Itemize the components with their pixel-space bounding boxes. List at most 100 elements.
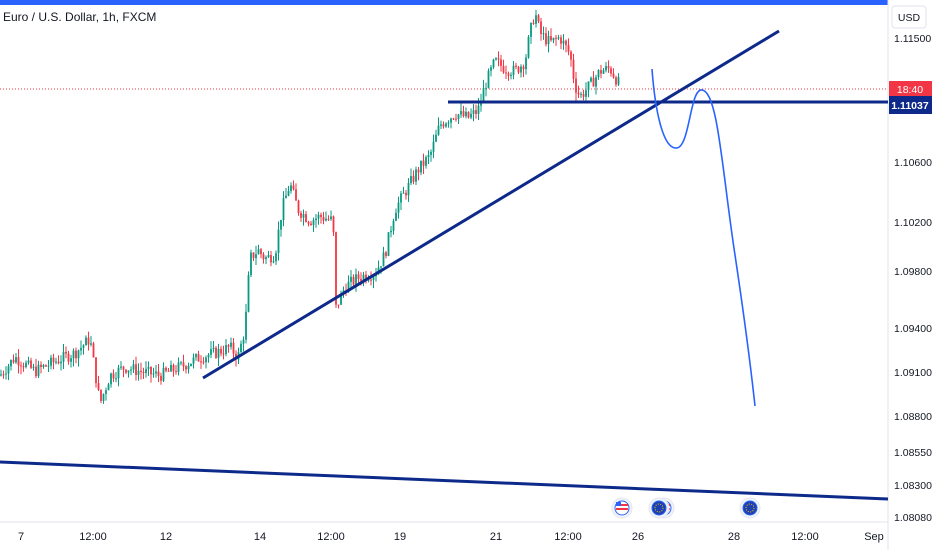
candle-body <box>50 357 52 366</box>
candle-body <box>430 151 432 155</box>
candle-body <box>155 371 157 374</box>
candle-body <box>405 192 407 196</box>
candle-body <box>547 36 550 45</box>
candle-body <box>172 365 175 372</box>
candle-body <box>250 252 252 276</box>
top-highlight-border <box>0 0 888 5</box>
candle-body <box>447 122 450 124</box>
time-tick: 12:00 <box>791 531 819 543</box>
candle-body <box>530 22 532 37</box>
candle-body <box>7 366 10 374</box>
candle-body <box>305 214 307 222</box>
candle-body <box>355 274 357 285</box>
candle-body <box>265 257 267 260</box>
symbol-title: Euro / U.S. Dollar, 1h, FXCM <box>3 10 156 24</box>
candle-body <box>280 219 282 230</box>
candle-body <box>465 111 467 117</box>
candle-body <box>182 362 185 367</box>
long-descending-trendline[interactable] <box>0 460 889 501</box>
candle-body <box>562 40 565 44</box>
candle-body <box>417 169 420 173</box>
event-marker-us[interactable] <box>611 497 633 519</box>
time-tick: 28 <box>728 531 740 543</box>
time-tick: 12:00 <box>79 531 107 543</box>
time-tick: 21 <box>490 531 502 543</box>
currency-badge[interactable]: USD <box>891 5 927 29</box>
candle-body <box>590 77 592 82</box>
candle-body <box>100 389 102 401</box>
candle-body <box>35 366 37 377</box>
candle-body <box>52 357 55 363</box>
candle-body <box>352 276 355 285</box>
candle-body <box>615 77 617 85</box>
candle-body <box>565 40 567 46</box>
candle-body <box>410 176 412 184</box>
candle-body <box>122 366 125 370</box>
candle-body <box>497 58 500 60</box>
projection-curve[interactable] <box>651 68 756 407</box>
candle-body <box>575 78 577 93</box>
candle-body <box>290 185 292 192</box>
time-tick: 26 <box>632 531 644 543</box>
candle-body <box>515 65 517 67</box>
candle-body <box>42 365 45 368</box>
candle-body <box>227 345 230 347</box>
candle-body <box>317 214 320 219</box>
ascending-trendline[interactable] <box>202 29 780 380</box>
candle-body <box>195 354 197 358</box>
candle-body <box>315 218 317 221</box>
candle-body <box>482 88 485 102</box>
candle-body <box>577 92 580 95</box>
candle-body <box>392 220 395 231</box>
candle-body <box>517 66 520 73</box>
candle-body <box>567 45 570 52</box>
event-marker-eu[interactable] <box>648 497 670 519</box>
candle-body <box>437 125 440 135</box>
candle-body <box>137 370 140 375</box>
time-tick: 12 <box>160 531 172 543</box>
candle-body <box>32 366 35 368</box>
candle-body <box>282 198 285 220</box>
candle-body <box>75 350 77 359</box>
currency-badge-label: USD <box>898 12 921 24</box>
candle-body <box>92 343 95 358</box>
price-tick: 1.08550 <box>894 447 932 459</box>
candle-body <box>360 278 362 281</box>
candle-body <box>197 354 200 362</box>
candle-body <box>30 360 32 368</box>
candle-body <box>225 345 227 355</box>
candle-body <box>582 93 585 97</box>
candle-body <box>542 33 545 35</box>
candle-body <box>12 360 15 363</box>
candle-body <box>82 345 85 348</box>
candle-body <box>70 358 72 362</box>
candle-body <box>555 37 557 39</box>
candle-body <box>37 364 40 377</box>
candle-body <box>242 339 245 344</box>
candle-body <box>310 223 312 226</box>
candle-body <box>340 293 342 305</box>
candle-body <box>335 232 337 305</box>
candle-body <box>220 348 222 354</box>
candle-body <box>370 279 372 281</box>
candle-body <box>117 367 120 379</box>
candle-body <box>27 360 30 363</box>
candle-body <box>45 365 47 367</box>
candle-body <box>327 218 330 220</box>
candle-body <box>457 114 460 119</box>
candle-body <box>362 274 365 281</box>
candle-body <box>150 366 152 375</box>
candle-body <box>192 357 195 364</box>
candle-body <box>527 36 530 58</box>
candle-body <box>427 154 430 158</box>
candle-body <box>337 304 340 306</box>
candle-body <box>522 66 525 70</box>
candle-body <box>610 68 612 74</box>
candle-body <box>140 370 142 373</box>
candle-body <box>102 393 105 401</box>
candle-body <box>90 343 92 345</box>
candle-body <box>402 192 405 194</box>
event-marker-eu[interactable] <box>739 497 761 519</box>
